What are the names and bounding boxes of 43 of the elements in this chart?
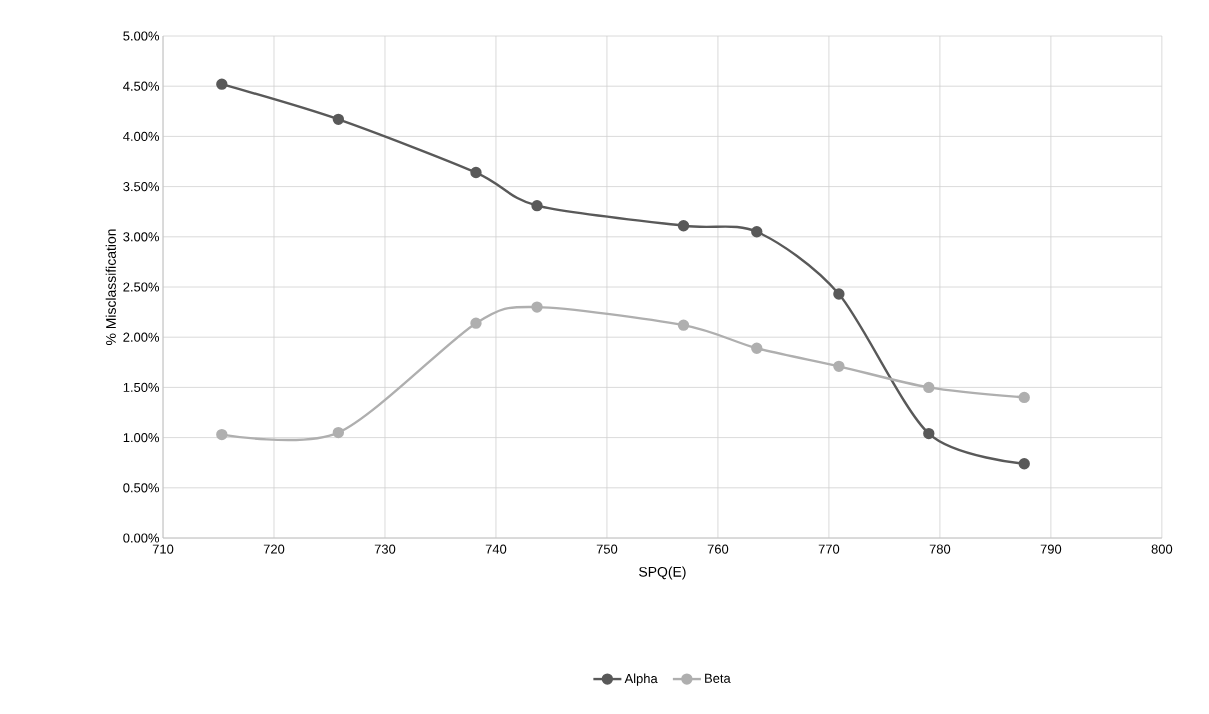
point bbox=[332, 426, 345, 439]
legend-label: Beta bbox=[705, 673, 731, 683]
x-tick-label: 790 bbox=[1040, 544, 1062, 554]
x-tick-label: 730 bbox=[374, 544, 396, 554]
legend-label: Alpha bbox=[624, 673, 658, 686]
y-tick-label: 1.00% bbox=[123, 433, 160, 443]
point bbox=[531, 301, 543, 313]
x-tick-label: 750 bbox=[596, 544, 618, 554]
point bbox=[833, 360, 845, 372]
point bbox=[531, 199, 543, 212]
point bbox=[677, 220, 690, 232]
point bbox=[332, 113, 345, 126]
y-tick-label: 2.00% bbox=[123, 332, 160, 342]
point bbox=[923, 381, 935, 394]
x-tick-label: 740 bbox=[485, 544, 507, 554]
point bbox=[216, 78, 228, 90]
x-tick-label: 720 bbox=[263, 544, 285, 554]
point bbox=[1018, 391, 1030, 404]
y-tick-label: 3.00% bbox=[123, 232, 160, 242]
x-tick-label: 760 bbox=[707, 544, 729, 554]
point bbox=[470, 317, 482, 329]
point bbox=[751, 226, 763, 238]
x-tick-label: 770 bbox=[818, 544, 840, 554]
y-tick-label: 4.50% bbox=[123, 81, 160, 91]
y-tick-label: 3.50% bbox=[123, 182, 160, 192]
x-tick-label: 800 bbox=[1151, 544, 1173, 554]
y-tick-label: 4.00% bbox=[123, 131, 160, 141]
y-tick-label: 2.50% bbox=[123, 282, 160, 292]
y-tick-label: 0.50% bbox=[123, 483, 160, 493]
point bbox=[833, 288, 845, 300]
y-tick-label: 0.00% bbox=[123, 533, 160, 543]
point bbox=[1018, 458, 1030, 470]
y-tick-label: 1.50% bbox=[123, 382, 160, 392]
x-axis-title: SPQ(E) bbox=[639, 566, 686, 580]
point bbox=[751, 342, 763, 354]
point bbox=[923, 427, 935, 440]
point bbox=[216, 428, 228, 441]
y-axis-title: % Misclassification bbox=[105, 229, 116, 346]
point bbox=[677, 319, 690, 331]
x-tick-label: 780 bbox=[929, 544, 951, 554]
y-tick-label: 5.00% bbox=[123, 31, 160, 41]
x-tick-label: 710 bbox=[152, 544, 174, 554]
point bbox=[470, 166, 482, 179]
